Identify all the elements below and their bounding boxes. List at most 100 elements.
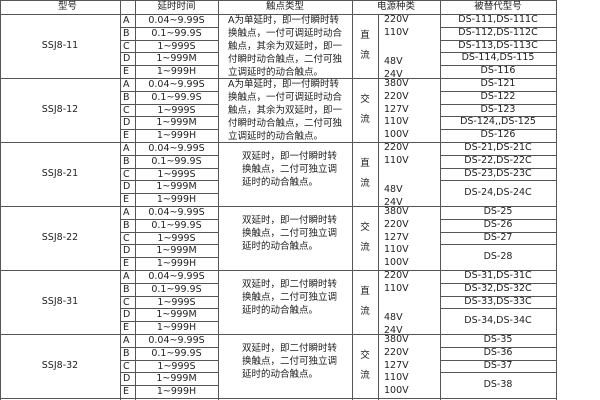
delay-time: 1~999M bbox=[156, 117, 197, 129]
rule bbox=[0, 0, 1, 400]
rule bbox=[120, 103, 218, 105]
model: SSJ8-22 bbox=[41, 232, 79, 243]
delay-time: 1~999S bbox=[157, 360, 196, 372]
rule bbox=[440, 65, 556, 67]
letter: A bbox=[123, 271, 130, 282]
voltage: 100V bbox=[384, 385, 409, 397]
voltage: 24V bbox=[384, 197, 403, 209]
voltage: 127V bbox=[384, 359, 409, 371]
delay-time: 0.1~99.9S bbox=[151, 155, 202, 167]
rule bbox=[120, 346, 218, 348]
delay-time: 1~999H bbox=[156, 66, 197, 78]
rule bbox=[120, 321, 218, 323]
replaced-model: DS-23,DS-23C bbox=[464, 167, 532, 179]
rule bbox=[120, 385, 218, 387]
rule bbox=[120, 193, 218, 195]
replaced-model: DS-112,DS-112C bbox=[458, 26, 538, 38]
delay-time: 0.04~9.99S bbox=[148, 207, 205, 218]
voltage: 110V bbox=[384, 116, 409, 128]
power-type: 交流 bbox=[360, 222, 370, 253]
delay-time: 1~999H bbox=[156, 258, 197, 270]
letter: A bbox=[123, 15, 130, 26]
rule bbox=[440, 372, 556, 374]
rule bbox=[218, 0, 219, 400]
voltage: 220V bbox=[384, 90, 409, 102]
voltage: 24V bbox=[384, 325, 403, 337]
voltage: 220V bbox=[384, 14, 409, 25]
rule bbox=[120, 218, 218, 220]
letter: D bbox=[123, 245, 131, 257]
power-type: 直流 bbox=[360, 158, 370, 189]
voltage: 110V bbox=[384, 26, 409, 38]
rule bbox=[120, 257, 218, 259]
delay-time: 0.1~99.9S bbox=[151, 283, 202, 295]
letter: E bbox=[123, 322, 130, 334]
letter: D bbox=[123, 53, 131, 65]
delay-time: 1~999S bbox=[157, 168, 196, 180]
rule bbox=[440, 129, 556, 131]
header-cell: 被替代型号 bbox=[474, 1, 522, 12]
rule bbox=[440, 26, 556, 28]
delay-time: 0.04~9.99S bbox=[148, 79, 205, 90]
model: SSJ8-32 bbox=[41, 360, 79, 371]
voltage: 110V bbox=[384, 282, 409, 294]
replaced-model: DS-34,DS-34C bbox=[464, 314, 532, 326]
replaced-model: DS-37 bbox=[483, 359, 513, 371]
voltage: 220V bbox=[384, 142, 409, 153]
rule bbox=[120, 154, 218, 156]
delay-time: 1~999M bbox=[156, 245, 197, 257]
contact-type: 双延时，即二付瞬时转换触点，二付可独立调延时的动合触点。 bbox=[242, 279, 338, 316]
letter: C bbox=[123, 168, 130, 180]
rule bbox=[440, 180, 556, 182]
letter: B bbox=[123, 91, 130, 103]
delay-time: 1~999S bbox=[157, 296, 196, 308]
voltage: 220V bbox=[384, 218, 409, 230]
power-type: 交流 bbox=[360, 94, 370, 125]
voltage: 48V bbox=[384, 56, 403, 68]
rule bbox=[0, 0, 556, 1]
letter: B bbox=[123, 219, 130, 231]
letter: D bbox=[123, 373, 131, 385]
rule bbox=[0, 398, 556, 399]
contact-type: A为单延时，即一付瞬时转换触点，一付可调延时动合触点，其余为双延时，即一付瞬时动… bbox=[228, 15, 343, 78]
header-cell: 型号 bbox=[57, 1, 77, 12]
letter: E bbox=[123, 66, 130, 78]
delay-time: 0.1~99.9S bbox=[151, 347, 202, 359]
contact-type: A为单延时，即一付瞬时转换触点，一付可调延时动合触点，其余为双延时，即一付瞬时动… bbox=[228, 79, 343, 142]
rule bbox=[120, 231, 218, 233]
replaced-model: DS-121 bbox=[480, 78, 516, 89]
letter: A bbox=[123, 143, 130, 154]
contact-type: 双延时，即一付瞬时转换触点，二付可独立调延时的动合触点。 bbox=[242, 151, 338, 188]
voltage: 48V bbox=[384, 312, 403, 324]
rule bbox=[120, 295, 218, 297]
replaced-model: DS-24,DS-24C bbox=[464, 186, 532, 198]
letter: A bbox=[123, 207, 130, 218]
letter: A bbox=[123, 79, 130, 90]
delay-time: 1~999M bbox=[156, 373, 197, 385]
replaced-model: DS-33,DS-33C bbox=[464, 295, 532, 307]
delay-time: 0.04~9.99S bbox=[148, 15, 205, 26]
letter: C bbox=[123, 296, 130, 308]
letter: E bbox=[123, 130, 130, 142]
rule bbox=[0, 334, 556, 335]
delay-time: 0.04~9.99S bbox=[148, 143, 205, 154]
voltage: 110V bbox=[384, 244, 409, 256]
replaced-model: DS-31,DS-31C bbox=[464, 270, 532, 281]
rule bbox=[440, 231, 556, 233]
contact-type: 双延时，即二付瞬时转换触点，二付可独立调延时的动合触点。 bbox=[242, 343, 338, 380]
replaced-model: DS-114,DS-115 bbox=[461, 52, 535, 64]
delay-time: 1~999M bbox=[156, 53, 197, 65]
rule bbox=[0, 270, 556, 271]
letter: D bbox=[123, 117, 131, 129]
letter: E bbox=[123, 258, 130, 270]
rule bbox=[440, 103, 556, 105]
rule bbox=[120, 39, 218, 41]
letter: A bbox=[123, 335, 130, 346]
delay-time: 0.04~9.99S bbox=[148, 335, 205, 346]
replaced-model: DS-22,DS-22C bbox=[464, 154, 532, 166]
rule bbox=[440, 167, 556, 169]
rule bbox=[440, 154, 556, 156]
rule bbox=[120, 65, 218, 67]
replaced-model: DS-27 bbox=[483, 231, 513, 243]
